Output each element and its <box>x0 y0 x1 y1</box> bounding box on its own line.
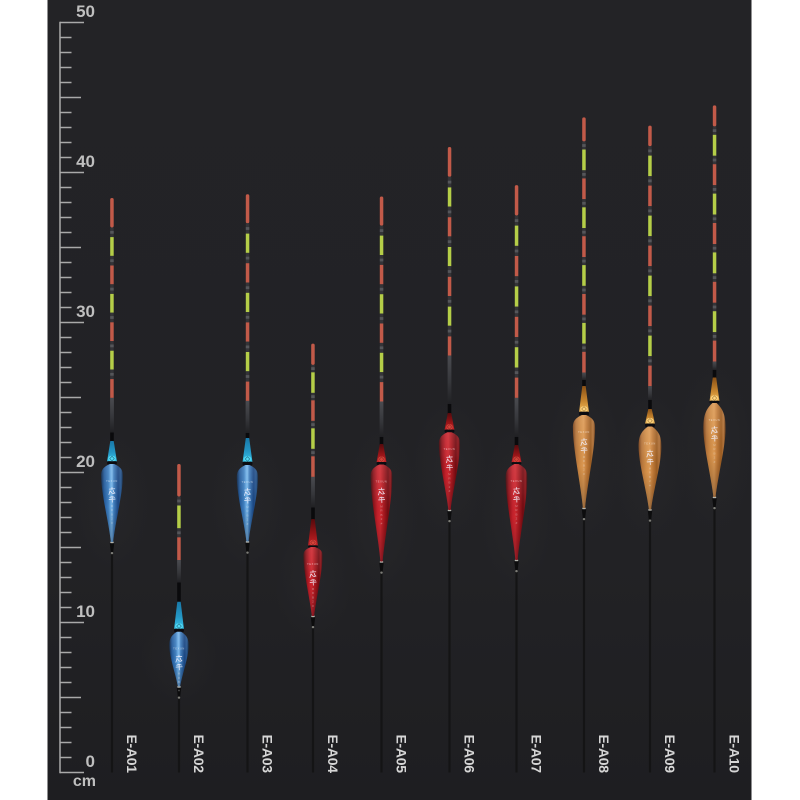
svg-text:#: # <box>312 604 314 608</box>
svg-text:M: M <box>649 467 652 471</box>
svg-text:B: B <box>246 513 248 517</box>
svg-text:R: R <box>380 509 383 513</box>
svg-text:R: R <box>713 447 716 451</box>
svg-text:TEXUN: TEXUN <box>307 562 319 566</box>
svg-text:#: # <box>381 521 383 525</box>
svg-text:30: 30 <box>76 302 95 321</box>
svg-text:R: R <box>178 676 181 680</box>
svg-text:2: 2 <box>247 518 249 522</box>
svg-text:M: M <box>515 504 518 508</box>
svg-text:TEXUN: TEXUN <box>444 447 456 451</box>
svg-text:B: B <box>649 475 651 479</box>
svg-text:M: M <box>448 472 451 476</box>
svg-text:2: 2 <box>178 684 180 688</box>
svg-text:#: # <box>111 521 113 525</box>
svg-text:50: 50 <box>76 2 95 21</box>
svg-text:TEXUN: TEXUN <box>376 480 388 484</box>
svg-text:E-A09: E-A09 <box>662 735 678 774</box>
svg-text:B: B <box>312 595 314 599</box>
svg-text:R: R <box>583 459 586 463</box>
svg-text:#: # <box>649 483 651 487</box>
svg-text:E-A03: E-A03 <box>260 735 276 774</box>
svg-text:R: R <box>312 591 315 595</box>
svg-text:M: M <box>380 505 383 509</box>
svg-text:M: M <box>111 504 114 508</box>
svg-text:B: B <box>448 481 450 485</box>
svg-text:M: M <box>312 587 315 591</box>
svg-text:2: 2 <box>381 517 383 521</box>
svg-text:B: B <box>111 512 113 516</box>
svg-text:10: 10 <box>76 602 95 621</box>
svg-text:E-A01: E-A01 <box>124 735 140 774</box>
svg-text:E-A04: E-A04 <box>325 735 341 774</box>
svg-text:TEXUN: TEXUN <box>173 647 185 651</box>
svg-text:R: R <box>515 508 518 512</box>
svg-text:0: 0 <box>86 752 95 771</box>
svg-text:R: R <box>246 509 249 513</box>
svg-text:TEXUN: TEXUN <box>578 430 590 434</box>
svg-text:#: # <box>449 489 451 493</box>
svg-text:2: 2 <box>449 485 451 489</box>
svg-text:2: 2 <box>583 468 585 472</box>
svg-text:E-A05: E-A05 <box>394 735 410 774</box>
svg-text:B: B <box>583 463 585 467</box>
svg-text:#: # <box>247 522 249 526</box>
svg-text:#: # <box>178 689 180 693</box>
svg-text:40: 40 <box>76 152 95 171</box>
svg-text:R: R <box>448 476 451 480</box>
svg-text:2: 2 <box>649 479 651 483</box>
svg-text:R: R <box>111 508 114 512</box>
svg-text:B: B <box>178 680 180 684</box>
svg-text:2: 2 <box>714 456 716 460</box>
svg-text:M: M <box>178 672 181 676</box>
svg-text:B: B <box>380 513 382 517</box>
svg-text:R: R <box>649 471 652 475</box>
svg-text:TEXUN: TEXUN <box>644 442 656 446</box>
svg-text:E-A02: E-A02 <box>191 735 207 774</box>
svg-text:TEXUN: TEXUN <box>709 418 721 422</box>
svg-text:B: B <box>515 512 517 516</box>
svg-text:TEXUN: TEXUN <box>511 479 523 483</box>
svg-text:#: # <box>714 460 716 464</box>
svg-text:#: # <box>583 472 585 476</box>
svg-text:M: M <box>246 505 249 509</box>
svg-text:E-A07: E-A07 <box>529 735 545 774</box>
svg-text:#: # <box>516 521 518 525</box>
svg-text:cm: cm <box>73 773 96 790</box>
svg-text:M: M <box>713 443 716 447</box>
svg-text:2: 2 <box>312 600 314 604</box>
svg-text:E-A06: E-A06 <box>462 735 478 774</box>
svg-text:E-A10: E-A10 <box>727 735 743 774</box>
svg-text:B: B <box>713 451 715 455</box>
svg-text:TEXUN: TEXUN <box>106 479 118 483</box>
svg-text:M: M <box>583 455 586 459</box>
svg-text:2: 2 <box>516 517 518 521</box>
svg-text:2: 2 <box>111 517 113 521</box>
svg-text:E-A08: E-A08 <box>596 735 612 774</box>
svg-text:TEXUN: TEXUN <box>242 480 254 484</box>
